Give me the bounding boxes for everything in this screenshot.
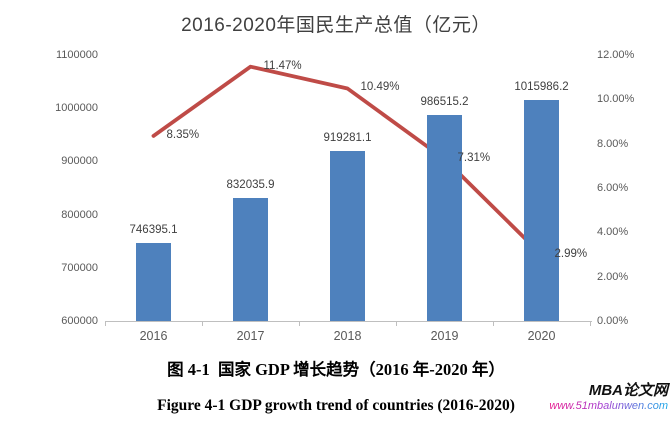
figure-caption-en: Figure 4-1 GDP growth trend of countries… xyxy=(157,397,515,414)
gdp-bar xyxy=(427,115,462,321)
bar-value-label: 746395.1 xyxy=(129,224,178,237)
growth-rate-label: 10.49% xyxy=(360,81,400,94)
left-axis-tick-label: 700000 xyxy=(61,261,98,274)
chart-title: 2016-2020年国民生产总值（亿元） xyxy=(181,15,491,36)
right-axis-tick-label: 10.00% xyxy=(597,93,635,106)
watermark-brand-text: MBA论文网 xyxy=(588,382,668,399)
growth-rate-label: 2.99% xyxy=(554,247,588,260)
gdp-bar xyxy=(330,151,365,321)
x-axis-category-label: 2018 xyxy=(333,329,362,343)
right-axis-tick-label: 0.00% xyxy=(597,315,629,327)
left-axis-tick-label: 800000 xyxy=(61,208,98,221)
growth-rate-label: 8.35% xyxy=(166,128,200,141)
left-axis-tick-label: 900000 xyxy=(61,155,98,168)
x-axis-category-label: 2017 xyxy=(236,329,265,343)
bar-value-label: 919281.1 xyxy=(323,132,372,145)
right-axis-tick-label: 2.00% xyxy=(597,270,629,283)
gdp-bar xyxy=(136,243,171,321)
x-axis-tickmark xyxy=(396,322,397,326)
watermark: MBA论文网 www.51mbalunwen.com xyxy=(549,382,668,413)
x-axis-category-label: 2019 xyxy=(430,329,459,343)
bar-value-label: 986515.2 xyxy=(420,96,469,109)
figure-caption-zh: 图 4-1 国家 GDP 增长趋势（2016 年-2020 年） xyxy=(167,360,505,379)
gdp-bar xyxy=(524,99,559,321)
x-axis-category-label: 2016 xyxy=(139,329,168,343)
left-axis-tick-label: 1000000 xyxy=(55,102,98,115)
x-axis-tickmark xyxy=(493,322,494,326)
growth-rate-label: 7.31% xyxy=(457,151,491,164)
growth-line-layer xyxy=(151,64,544,257)
growth-line-path xyxy=(151,64,544,257)
bar-value-label: 832035.9 xyxy=(226,178,275,191)
x-axis-tickmark xyxy=(202,322,203,326)
right-axis-tick-label: 4.00% xyxy=(597,226,629,239)
right-axis-tick-label: 6.00% xyxy=(597,182,629,194)
x-axis-tickmark xyxy=(105,322,106,326)
bar-value-label: 1015986.2 xyxy=(514,80,569,93)
x-axis-tickmark xyxy=(299,322,300,326)
watermark-url-text: www.51mbalunwen.com xyxy=(549,400,668,412)
x-axis-line xyxy=(105,321,592,322)
left-axis-tick-label: 600000 xyxy=(61,315,98,327)
gdp-bar xyxy=(233,197,268,321)
x-axis-category-label: 2020 xyxy=(527,329,556,343)
right-axis-tick-label: 8.00% xyxy=(597,137,629,150)
left-axis-tick-label: 1100000 xyxy=(55,49,98,61)
growth-rate-label: 11.47% xyxy=(263,59,302,72)
gdp-combo-chart: 2016-2020年国民生产总值（亿元） 1100000 1000000 90000… xyxy=(55,15,635,343)
x-axis-tickmark xyxy=(590,322,591,326)
right-axis-tick-label: 12.00% xyxy=(597,49,635,61)
